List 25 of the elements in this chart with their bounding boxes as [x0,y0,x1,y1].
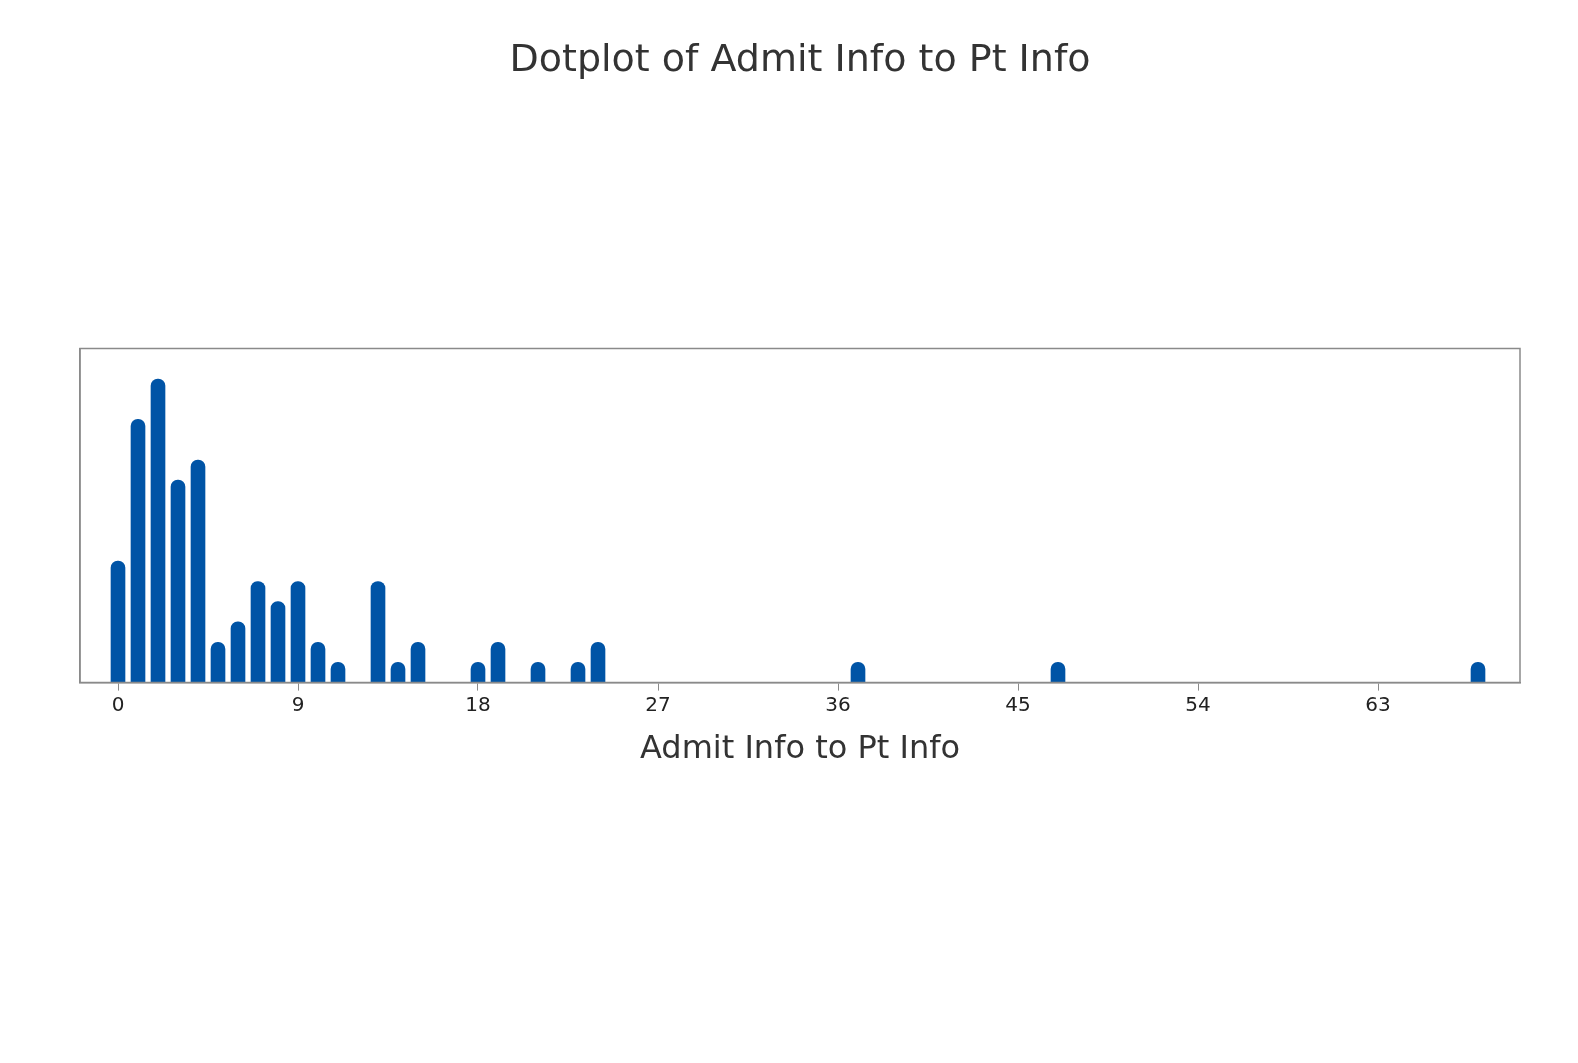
x-tick-label: 36 [825,691,851,716]
x-tick-label: 63 [1365,691,1391,716]
bar [190,459,206,683]
bar [210,641,226,683]
bar [370,581,386,683]
bar [170,479,186,683]
bar [130,419,146,683]
bar [230,621,246,683]
bar [310,641,326,683]
x-tick-label: 18 [465,691,491,716]
bar [250,581,266,683]
x-tick-label: 27 [645,691,671,716]
bar [150,378,166,683]
x-tick-label: 45 [1005,691,1031,716]
x-tick-label: 9 [291,691,305,716]
bar [270,601,286,683]
bar [410,641,426,683]
bar [590,641,606,683]
bar [110,560,126,683]
x-tick-label: 54 [1185,691,1211,716]
chart-title: Dotplot of Admit Info to Pt Info [509,35,1091,80]
x-tick-label: 0 [111,691,125,716]
x-axis-title: Admit Info to Pt Info [639,728,961,767]
bar [490,641,506,683]
bar [290,581,306,683]
